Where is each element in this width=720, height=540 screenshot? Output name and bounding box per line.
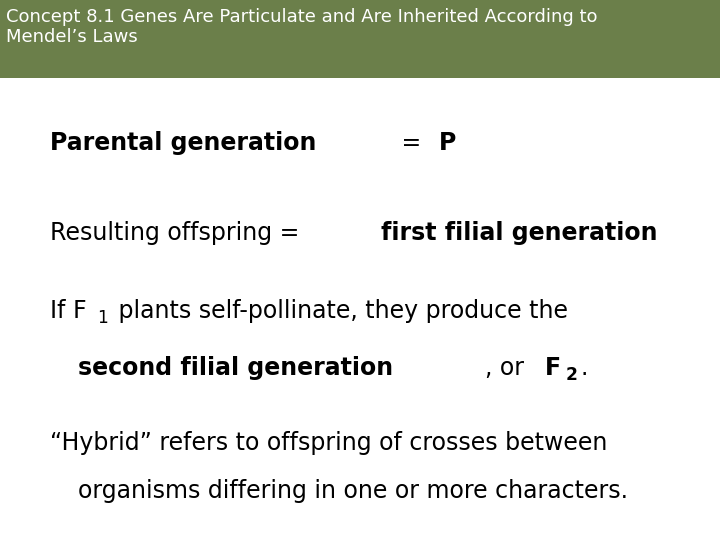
Text: If F: If F xyxy=(50,299,86,323)
Text: 2: 2 xyxy=(565,366,577,384)
Text: Parental generation: Parental generation xyxy=(50,131,316,155)
Text: organisms differing in one or more characters.: organisms differing in one or more chara… xyxy=(78,479,628,503)
Text: second filial generation: second filial generation xyxy=(78,356,393,380)
Text: F: F xyxy=(544,356,561,380)
Text: Mendel’s Laws: Mendel’s Laws xyxy=(6,28,138,46)
Text: plants self-pollinate, they produce the: plants self-pollinate, they produce the xyxy=(112,299,568,323)
Text: Concept 8.1 Genes Are Particulate and Are Inherited According to: Concept 8.1 Genes Are Particulate and Ar… xyxy=(6,8,598,26)
Text: first filial generation: first filial generation xyxy=(382,221,658,245)
Text: =: = xyxy=(394,131,428,155)
Text: 1: 1 xyxy=(97,309,108,327)
Text: “Hybrid” refers to offspring of crosses between: “Hybrid” refers to offspring of crosses … xyxy=(50,431,608,455)
Text: .: . xyxy=(581,356,588,380)
Text: P: P xyxy=(438,131,456,155)
Text: Resulting offspring =: Resulting offspring = xyxy=(50,221,307,245)
Bar xyxy=(0,0,720,78)
Text: , or: , or xyxy=(485,356,531,380)
